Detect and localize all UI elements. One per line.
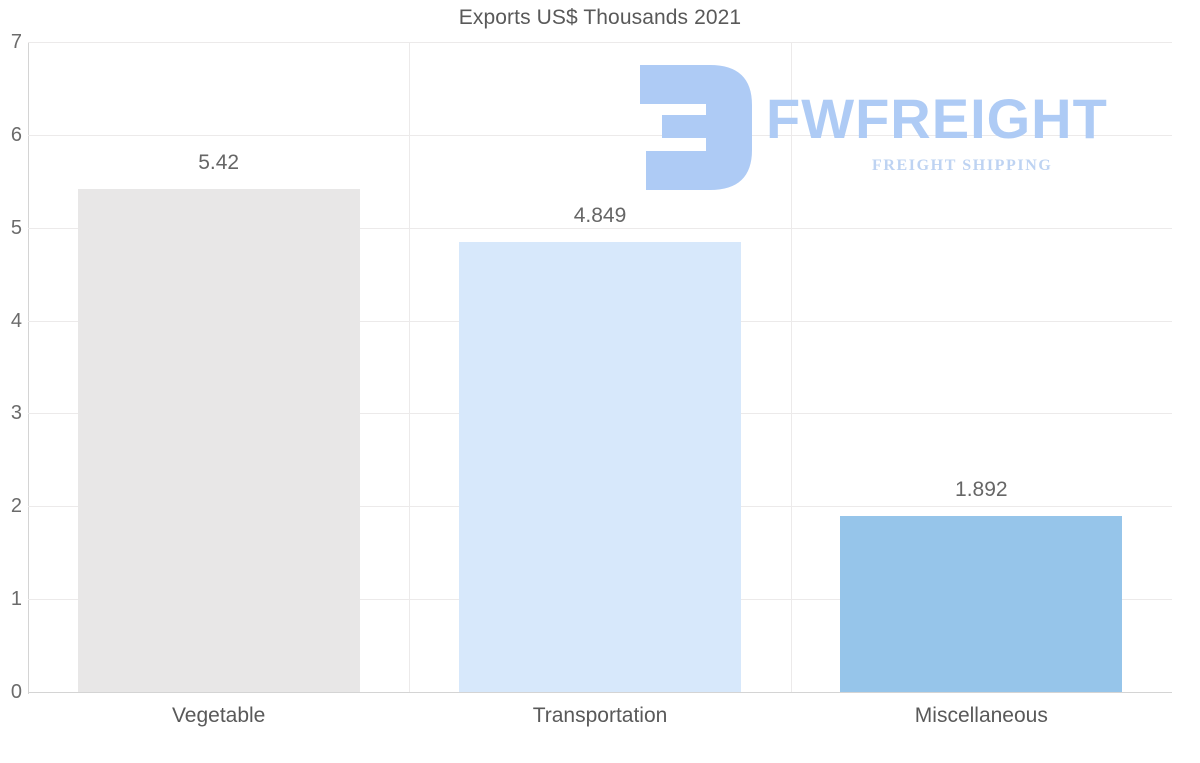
gridline-x-1 <box>409 42 410 692</box>
gridline-y-6 <box>28 134 1172 136</box>
x-category-label: Vegetable <box>171 704 266 727</box>
plot-area <box>28 42 1172 693</box>
bar[interactable] <box>459 241 741 692</box>
x-category-label: Transportation <box>532 704 668 727</box>
chart-title: Exports US$ Thousands 2021 <box>458 6 742 29</box>
bar[interactable] <box>840 516 1123 692</box>
y-tick-label: 0 <box>10 681 22 703</box>
x-category-label: Miscellaneous <box>914 704 1048 727</box>
y-tick-label: 5 <box>10 216 22 239</box>
y-tick-label: 1 <box>10 588 22 611</box>
y-axis-line <box>28 42 29 694</box>
bar-value-label: 4.849 <box>573 203 627 227</box>
bar-value-label: 1.892 <box>955 478 1008 502</box>
y-tick-label: 6 <box>10 123 22 146</box>
gridline-x-2 <box>791 42 792 692</box>
bar[interactable] <box>77 188 360 692</box>
y-tick-label: 4 <box>10 309 22 332</box>
gridline-y-0 <box>28 692 1172 693</box>
gridline-y-5 <box>28 227 1172 229</box>
gridline-y-7 <box>28 42 1172 43</box>
y-tick-label: 3 <box>10 402 22 425</box>
y-tick-label: 7 <box>10 31 22 53</box>
y-tick-label: 2 <box>10 495 22 518</box>
bar-value-label: 5.42 <box>198 150 240 174</box>
